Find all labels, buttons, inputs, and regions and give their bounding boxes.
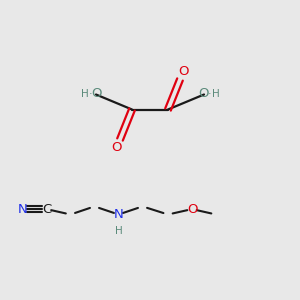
Text: O: O xyxy=(111,141,122,154)
Text: ·: · xyxy=(89,89,92,99)
Text: N: N xyxy=(18,202,27,216)
Text: N: N xyxy=(114,208,123,221)
Text: O: O xyxy=(198,87,208,101)
Text: H: H xyxy=(212,89,219,99)
Text: H: H xyxy=(115,226,122,236)
Text: H: H xyxy=(81,89,88,99)
Text: O: O xyxy=(187,202,197,216)
Text: ·: · xyxy=(208,89,211,99)
Text: O: O xyxy=(92,87,102,101)
Text: C: C xyxy=(42,202,51,216)
Text: O: O xyxy=(179,64,189,78)
